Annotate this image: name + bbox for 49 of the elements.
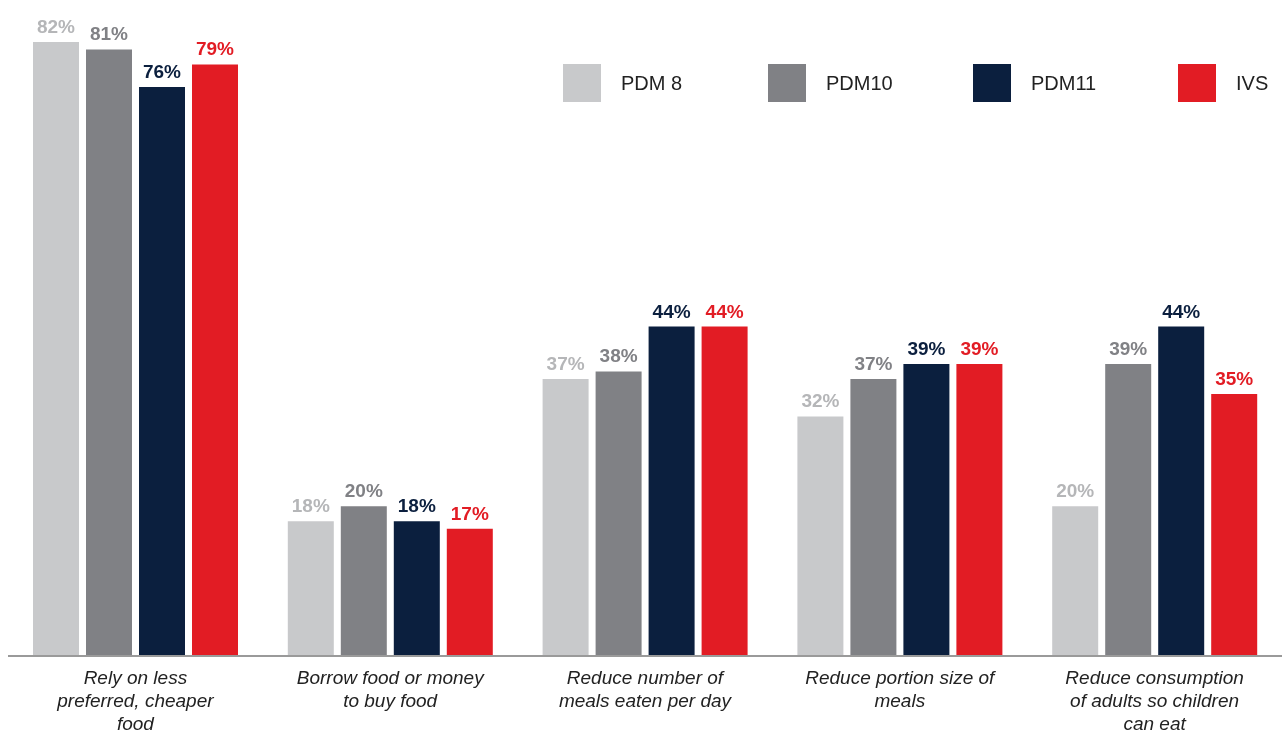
bar bbox=[797, 416, 844, 656]
x-tick-label: Reduce number of meals eaten per day bbox=[558, 667, 733, 711]
data-label: 18% bbox=[291, 495, 330, 517]
bar bbox=[850, 378, 897, 656]
bar bbox=[1211, 393, 1258, 656]
data-label: 39% bbox=[1109, 337, 1148, 359]
bar bbox=[340, 506, 387, 656]
data-label: 20% bbox=[1056, 480, 1095, 502]
data-label: 82% bbox=[36, 16, 76, 37]
bar bbox=[192, 64, 238, 656]
bar bbox=[287, 521, 334, 656]
data-label: 20% bbox=[344, 480, 383, 502]
data-label: 76% bbox=[142, 60, 182, 82]
data-label: 37% bbox=[854, 352, 893, 374]
data-label: 32% bbox=[801, 390, 840, 412]
bar bbox=[956, 363, 1003, 656]
bar bbox=[86, 49, 132, 656]
x-tick-label: Rely on less preferred, cheaper food bbox=[56, 667, 215, 734]
x-tick-label: Borrow food or money to buy food bbox=[296, 667, 486, 711]
x-tick-label: Reduce portion size of meals bbox=[805, 667, 997, 711]
data-label: 35% bbox=[1215, 367, 1254, 389]
bar bbox=[542, 378, 589, 656]
bar bbox=[903, 363, 950, 656]
bar bbox=[33, 42, 79, 656]
data-label: 44% bbox=[652, 300, 691, 322]
bar bbox=[1052, 506, 1099, 656]
data-label: 39% bbox=[907, 337, 946, 359]
legend-label: IVS bbox=[1236, 71, 1269, 95]
bar bbox=[139, 86, 185, 656]
legend-label: PDM11 bbox=[1031, 71, 1097, 95]
bar bbox=[701, 326, 748, 656]
bar bbox=[393, 521, 440, 656]
legend-label: PDM10 bbox=[826, 71, 893, 95]
bar bbox=[1105, 363, 1152, 656]
data-label: 38% bbox=[599, 345, 638, 367]
x-tick-label: Reduce consumption of adults so children can eat bbox=[1065, 667, 1244, 734]
data-label: 39% bbox=[960, 337, 999, 359]
data-label: 37% bbox=[546, 352, 585, 374]
bar bbox=[446, 528, 493, 656]
legend-label: PDM 8 bbox=[621, 71, 683, 95]
bar bbox=[648, 326, 695, 656]
bar bbox=[1158, 326, 1205, 656]
data-label: 44% bbox=[1162, 300, 1201, 322]
data-label: 79% bbox=[195, 38, 235, 60]
data-label: 18% bbox=[397, 495, 436, 517]
bar bbox=[595, 371, 642, 656]
data-label: 81% bbox=[89, 23, 129, 45]
data-label: 44% bbox=[705, 300, 744, 322]
data-label: 17% bbox=[450, 502, 489, 524]
